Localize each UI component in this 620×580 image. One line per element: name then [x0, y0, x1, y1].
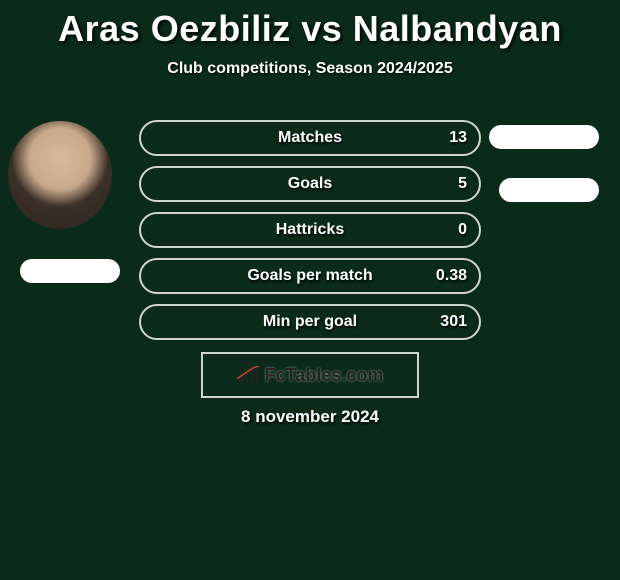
stat-label: Hattricks	[276, 221, 344, 239]
stat-bar: Goals 5	[139, 166, 481, 202]
player-left-avatar	[8, 121, 112, 229]
player-left-name-pill	[20, 259, 120, 283]
stat-value: 13	[449, 129, 467, 147]
source-logo: FcTables.com	[201, 352, 419, 398]
subtitle: Club competitions, Season 2024/2025	[0, 60, 620, 78]
date-text: 8 november 2024	[0, 407, 620, 427]
stat-bar: Matches 13	[139, 120, 481, 156]
bar-chart-icon	[237, 366, 259, 384]
source-logo-text: FcTables.com	[265, 365, 384, 386]
stat-label: Min per goal	[263, 313, 357, 331]
stat-label: Goals	[288, 175, 332, 193]
player-right-name-pill-2	[499, 178, 599, 202]
page-title: Aras Oezbiliz vs Nalbandyan	[0, 0, 620, 50]
stat-value: 0	[458, 221, 467, 239]
stat-value: 5	[458, 175, 467, 193]
stat-value: 301	[440, 313, 467, 331]
stat-label: Matches	[278, 129, 342, 147]
stat-bar: Goals per match 0.38	[139, 258, 481, 294]
stats-panel: Matches 13 Goals 5 Hattricks 0 Goals per match…	[139, 120, 481, 350]
stat-label: Goals per match	[247, 267, 372, 285]
player-right-name-pill-1	[489, 125, 599, 149]
stat-value: 0.38	[436, 267, 467, 285]
stat-bar: Min per goal 301	[139, 304, 481, 340]
stat-bar: Hattricks 0	[139, 212, 481, 248]
